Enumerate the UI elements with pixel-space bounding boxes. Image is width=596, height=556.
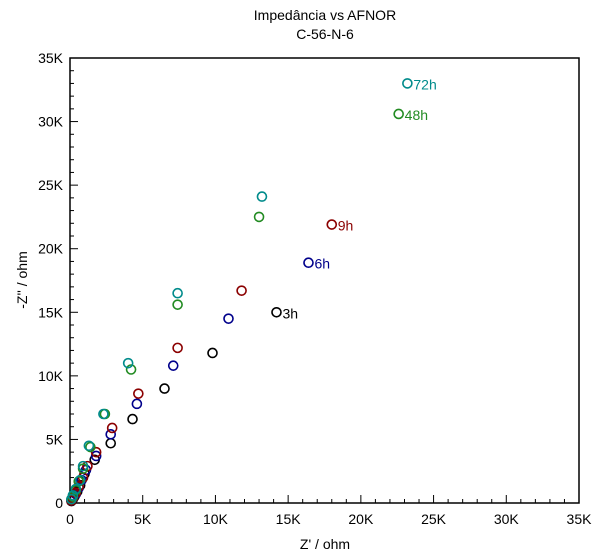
series-48h: 48h bbox=[66, 107, 428, 505]
data-point bbox=[402, 78, 413, 89]
series-9h: 9h bbox=[66, 218, 354, 506]
data-point bbox=[236, 285, 247, 296]
y-tick-label: 25K bbox=[38, 177, 64, 193]
data-point bbox=[271, 306, 282, 318]
data-point bbox=[172, 287, 183, 299]
x-tick-label: 0 bbox=[66, 511, 74, 527]
data-point bbox=[106, 422, 118, 434]
plot-frame bbox=[69, 57, 580, 504]
series-label: 48h bbox=[405, 107, 428, 123]
series-label: 9h bbox=[338, 218, 354, 234]
data-points: 3h 6h 9h 48h 72h bbox=[66, 76, 437, 507]
data-point bbox=[303, 257, 314, 269]
y-tick-label: 30K bbox=[38, 114, 64, 130]
data-point bbox=[256, 191, 268, 202]
data-point bbox=[83, 440, 95, 452]
data-point bbox=[159, 383, 170, 394]
series-label: 72h bbox=[413, 76, 436, 92]
data-point bbox=[67, 490, 79, 501]
series-label: 3h bbox=[283, 305, 299, 321]
data-point bbox=[85, 441, 96, 453]
x-tick-label: 10K bbox=[203, 511, 229, 527]
data-point bbox=[70, 483, 82, 495]
y-tick-label: 15K bbox=[38, 304, 64, 320]
series-72h: 72h bbox=[66, 76, 437, 505]
y-tick-label: 20K bbox=[38, 241, 64, 257]
data-point bbox=[172, 342, 183, 354]
y-tick-label: 0 bbox=[55, 495, 63, 511]
data-point bbox=[326, 219, 338, 230]
data-point bbox=[77, 460, 89, 472]
data-point bbox=[167, 360, 179, 371]
x-tick-label: 35K bbox=[567, 511, 593, 527]
y-tick-label: 35K bbox=[38, 50, 64, 66]
data-point bbox=[133, 388, 144, 399]
data-point bbox=[74, 474, 86, 486]
data-point bbox=[393, 108, 404, 120]
data-point bbox=[105, 437, 117, 449]
x-tick-label: 15K bbox=[276, 511, 302, 527]
data-point bbox=[172, 299, 183, 310]
axis-ticks: 0 5K 10K 15K 20K 25K 30K 35K05K10K15K20K25K30K3… bbox=[38, 50, 592, 527]
data-point bbox=[125, 364, 137, 375]
series-6h: 6h bbox=[66, 256, 331, 506]
data-point bbox=[105, 429, 117, 440]
x-tick-label: 20K bbox=[348, 511, 374, 527]
y-tick-label: 10K bbox=[38, 368, 64, 384]
series-label: 6h bbox=[315, 256, 331, 272]
data-point bbox=[223, 313, 234, 324]
data-point bbox=[122, 357, 134, 369]
data-point bbox=[127, 413, 138, 425]
x-tick-label: 25K bbox=[421, 511, 447, 527]
x-tick-label: 30K bbox=[494, 511, 520, 527]
series-3h: 3h bbox=[66, 305, 299, 507]
data-point bbox=[253, 211, 265, 223]
chart-subtitle: C-56-N-6 bbox=[296, 26, 354, 42]
data-point bbox=[90, 450, 102, 462]
data-point bbox=[98, 408, 109, 420]
x-axis-label: Z' / ohm bbox=[300, 536, 350, 552]
data-point bbox=[131, 398, 143, 410]
chart-title: Impedância vs AFNOR bbox=[254, 7, 396, 23]
y-tick-label: 5K bbox=[46, 431, 64, 447]
y-axis-label: -Z'' / ohm bbox=[14, 251, 30, 308]
x-tick-label: 5K bbox=[134, 511, 152, 527]
data-point bbox=[207, 347, 218, 359]
